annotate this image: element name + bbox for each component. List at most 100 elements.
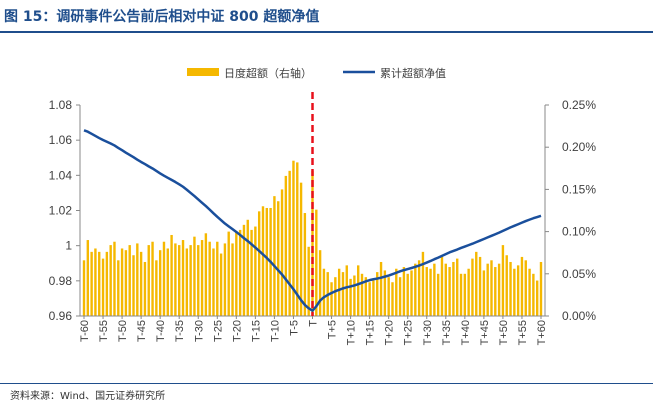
bar-daily-excess — [120, 248, 124, 316]
bar-daily-excess — [463, 273, 467, 316]
bar-daily-excess — [307, 246, 310, 316]
line-cumulative-excess — [83, 129, 542, 312]
bar-daily-excess — [212, 248, 215, 316]
x-tick-label: T+50 — [498, 320, 510, 345]
bar-daily-excess — [246, 219, 249, 316]
bar-daily-excess — [257, 211, 261, 316]
bar-daily-excess — [318, 250, 322, 316]
x-tick-label: T-10 — [269, 320, 281, 342]
y-right-tick-label: 0.00% — [562, 309, 596, 323]
bar-daily-excess — [528, 268, 531, 316]
x-tick-label: T-50 — [117, 320, 129, 342]
x-tick-label: T-60 — [79, 320, 91, 342]
x-tick-label: T+15 — [365, 320, 377, 345]
bar-daily-excess — [337, 268, 341, 316]
x-tick-label: T-25 — [212, 320, 224, 342]
y-left-tick-label: 0.98 — [49, 274, 73, 288]
bar-daily-excess — [520, 256, 524, 316]
bar-daily-excess — [539, 261, 543, 316]
legend-line-label: 累计超额净值 — [380, 66, 446, 80]
x-tick-label: T+30 — [422, 320, 434, 345]
bar-daily-excess — [425, 267, 428, 316]
bar-daily-excess — [280, 189, 284, 316]
bar-daily-excess — [204, 233, 208, 316]
bar-daily-excess — [330, 282, 333, 316]
bar-daily-excess — [341, 272, 345, 316]
bar-daily-excess — [288, 170, 291, 316]
y-left-tick-label: 1.02 — [49, 204, 73, 218]
bar-daily-excess — [429, 268, 432, 316]
y-right-tick-label: 0.10% — [562, 225, 596, 239]
bar-daily-excess — [357, 265, 360, 316]
bar-daily-excess — [162, 241, 166, 316]
y-left-tick-label: 1.08 — [49, 98, 73, 112]
bar-daily-excess — [155, 260, 158, 316]
bar-daily-excess — [475, 251, 478, 316]
bar-daily-excess — [383, 270, 387, 316]
bar-daily-excess — [143, 261, 147, 316]
x-tick-label: T-40 — [155, 320, 167, 342]
bar-daily-excess — [296, 162, 299, 316]
bar-daily-excess — [136, 243, 139, 316]
bar-daily-excess — [113, 241, 116, 316]
bar-daily-excess — [513, 268, 516, 316]
bar-daily-excess — [185, 248, 189, 316]
y-left-tick-label: 1 — [65, 239, 72, 253]
bar-daily-excess — [124, 250, 128, 316]
bar-daily-excess — [524, 260, 527, 316]
bar-daily-excess — [238, 229, 242, 316]
legend-bar-swatch — [187, 68, 219, 76]
bar-daily-excess — [216, 241, 219, 316]
excess-return-chart: 0.96 0.98 1 1.02 1.04 1.06 1.08 0.00% 0.05% 0.10%… — [49, 66, 597, 345]
bar-daily-excess — [94, 248, 97, 316]
bar-daily-excess — [414, 263, 417, 316]
bar-daily-excess — [497, 263, 501, 316]
bar-daily-excess — [223, 243, 227, 316]
bar-daily-excess — [509, 261, 512, 316]
bar-daily-excess — [436, 273, 440, 316]
x-tick-label: T+35 — [441, 320, 453, 345]
bar-daily-excess — [98, 251, 101, 316]
bar-daily-excess — [516, 265, 520, 316]
bar-daily-excess — [372, 280, 375, 316]
bar-daily-excess — [440, 256, 444, 316]
bar-daily-excess — [242, 224, 246, 316]
bar-daily-excess — [174, 243, 177, 316]
bar-daily-excess — [379, 261, 383, 316]
bar-daily-excess — [459, 273, 463, 316]
bar-daily-excess — [197, 245, 200, 316]
x-tick-label: T-20 — [231, 320, 243, 342]
bar-daily-excess — [82, 260, 86, 316]
bar-daily-excess — [284, 175, 288, 316]
bar-daily-excess — [368, 282, 371, 316]
bar-daily-excess — [200, 240, 204, 316]
bar-daily-excess — [277, 201, 280, 316]
figure-title: 图 15：调研事件公告前后相对中证 800 超额净值 — [4, 9, 320, 25]
y-right-tick-label: 0.25% — [562, 98, 596, 112]
bar-daily-excess — [360, 273, 364, 316]
bar-daily-excess — [501, 245, 505, 316]
bar-daily-excess — [250, 229, 253, 316]
bar-daily-excess — [315, 209, 318, 316]
bar-daily-excess — [482, 270, 486, 316]
bar-daily-excess — [178, 245, 181, 316]
bar-daily-excess — [132, 255, 135, 316]
bar-daily-excess — [181, 240, 185, 316]
bar-daily-excess — [398, 277, 402, 316]
x-tick-label: T-55 — [98, 320, 110, 342]
x-tick-label: T+55 — [517, 320, 529, 345]
bar-daily-excess — [158, 250, 162, 316]
bar-daily-excess — [505, 255, 508, 316]
x-tick-label: T+20 — [384, 320, 396, 345]
bar-daily-excess — [311, 170, 314, 316]
bar-daily-excess — [235, 231, 238, 316]
bar-daily-excess — [231, 243, 234, 316]
bar-daily-excess — [128, 245, 131, 316]
bar-daily-excess — [105, 251, 109, 316]
bar-daily-excess — [90, 251, 93, 316]
bar-daily-excess — [334, 277, 337, 316]
bar-daily-excess — [208, 241, 211, 316]
source-note: 资料来源：Wind、国元证券研究所 — [10, 391, 166, 402]
x-tick-label: T+60 — [536, 320, 548, 345]
bar-daily-excess — [478, 256, 482, 316]
